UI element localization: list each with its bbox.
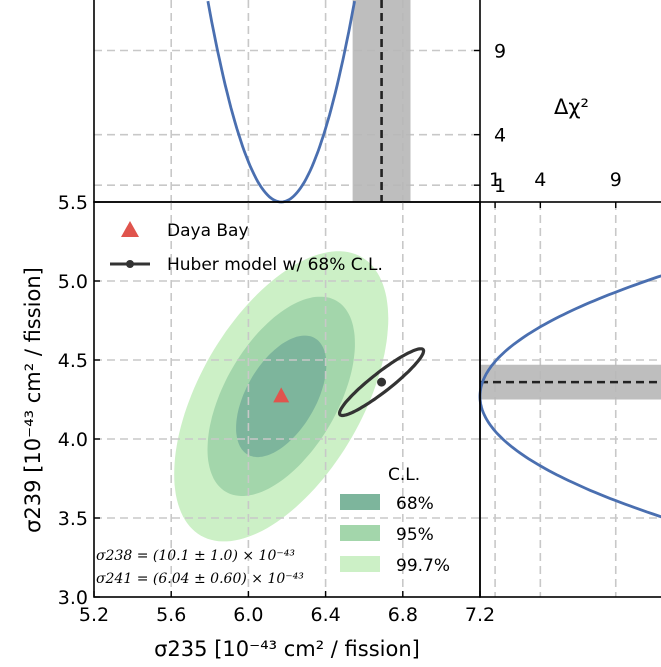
legend-daya-bay-label: Daya Bay [167, 221, 249, 241]
top-tick-label: 1 [494, 175, 506, 197]
y-axis-label: σ239 [10⁻⁴³ cm² / fission] [21, 267, 45, 533]
right-panel-ticks: 1 4 9 [489, 169, 622, 208]
huber-model-dot [377, 377, 387, 387]
x-tick-label: 6.4 [310, 604, 340, 626]
legend-label-997: 99.7% [396, 556, 450, 576]
huber-model-marker [338, 347, 426, 418]
huber-model-ellipse [338, 347, 426, 418]
top-chi2-panel: 1 4 9 Δχ² [93, 0, 589, 204]
y-tick-label: 3.0 [58, 587, 88, 609]
main-panel-frame [93, 201, 481, 598]
legend-swatch-997 [340, 556, 380, 572]
legend-swatch-68 [340, 494, 380, 510]
x-axis-label: σ235 [10⁻⁴³ cm² / fission] [154, 637, 420, 661]
legend-label-68: 68% [396, 494, 434, 514]
x-tick-label: 6.0 [233, 604, 263, 626]
sigma241-annotation: σ241 = (6.04 ± 0.60) × 10⁻⁴³ [96, 571, 304, 587]
main-panel-ticks: 5.2 5.6 6.0 6.4 6.8 7.2 3.0 3.5 4.0 4.5 5.0 5.5 [58, 192, 495, 626]
y-tick-label: 5.5 [58, 192, 88, 214]
delta-chi2-label: Δχ² [554, 95, 589, 119]
legend-huber-label: Huber model w/ 68% C.L. [167, 255, 383, 275]
main-contour-panel: 5.2 5.6 6.0 6.4 6.8 7.2 3.0 3.5 4.0 4.5 5.0 5.5 Day… [58, 192, 495, 626]
main-panel-grid [94, 202, 480, 597]
daya-bay-best-fit-marker [273, 387, 290, 403]
right-tick-label: 1 [489, 169, 501, 191]
top-tick-label: 9 [494, 41, 506, 63]
x-tick-label: 5.2 [79, 604, 109, 626]
y-tick-label: 4.0 [58, 429, 88, 451]
legend-daya-bay-marker [121, 221, 139, 237]
legend-huber-dot [126, 260, 134, 268]
top-panel-frame [93, 0, 481, 203]
right-tick-label: 4 [534, 169, 546, 191]
y-tick-label: 4.5 [58, 350, 88, 372]
legend-cl-title: C.L. [388, 465, 420, 485]
y-tick-label: 3.5 [58, 508, 88, 530]
top-tick-label: 4 [494, 125, 506, 147]
confidence-legend: C.L. 68% 95% 99.7% [340, 465, 450, 576]
top-chi2-curve [206, 0, 356, 204]
sigma238-annotation: σ238 = (10.1 ± 1.0) × 10⁻⁴³ [96, 548, 295, 564]
legend-swatch-95 [340, 525, 380, 541]
marker-legend: Daya Bay Huber model w/ 68% C.L. [110, 221, 383, 275]
right-tick-label: 9 [610, 169, 622, 191]
y-tick-label: 5.0 [58, 271, 88, 293]
top-panel-ticks: 1 4 9 [474, 41, 506, 197]
right-chi2-panel: 1 4 9 [478, 169, 661, 598]
x-tick-label: 7.2 [465, 604, 495, 626]
x-tick-label: 6.8 [388, 604, 418, 626]
legend-label-95: 95% [396, 525, 434, 545]
top-panel-grid [94, 0, 480, 202]
x-tick-label: 5.6 [156, 604, 186, 626]
